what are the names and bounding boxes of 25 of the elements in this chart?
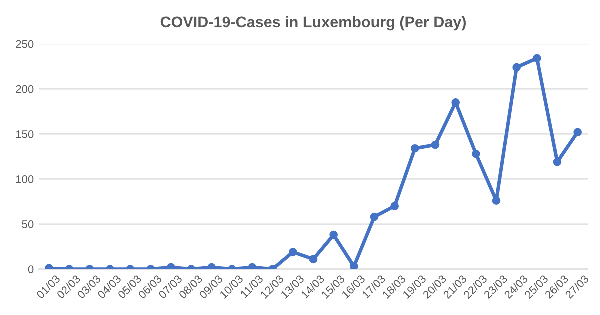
y-tick-label: 50 (22, 220, 34, 228)
point (289, 248, 298, 256)
point (350, 262, 358, 270)
y-tick-label: 100 (16, 176, 34, 184)
point (167, 263, 176, 270)
point (553, 158, 562, 166)
point (533, 54, 542, 63)
point (248, 263, 257, 270)
point (512, 63, 521, 72)
point (330, 230, 338, 240)
point (431, 140, 440, 150)
point (452, 98, 460, 107)
point (574, 128, 582, 137)
y-tick-label: 150 (16, 130, 34, 138)
y-tick-label: 250 (16, 40, 34, 48)
point (472, 150, 480, 158)
point (370, 212, 379, 222)
chart-title: COVID-19-Cases in Luxembourg (Per Day) (160, 16, 466, 31)
point (390, 202, 399, 210)
y-tick-label: 0 (28, 266, 34, 274)
point (411, 144, 420, 153)
point (208, 263, 216, 270)
point (309, 255, 318, 264)
y-tick-label: 200 (16, 85, 34, 94)
point (492, 196, 501, 206)
